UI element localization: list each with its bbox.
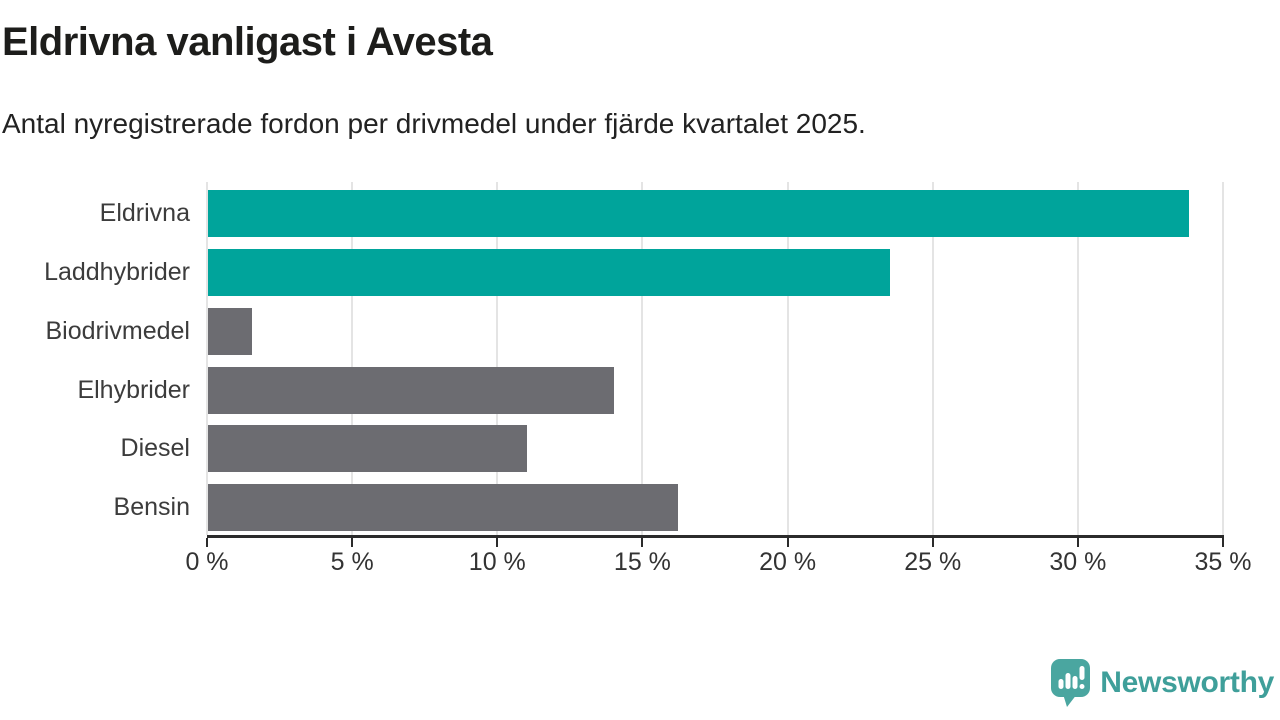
gridline-35 [1222, 182, 1224, 535]
x-tick-30 [1076, 538, 1079, 547]
gridline-30 [1076, 182, 1079, 535]
gridline-25 [931, 182, 934, 535]
x-tick-label-35: 35 % [1194, 548, 1252, 576]
brand-name: Newsworthy [1100, 666, 1274, 699]
chart-subtitle: Antal nyregistrerade fordon per drivmede… [2, 108, 866, 139]
gridline-5 [351, 182, 354, 535]
gridline-10 [496, 182, 499, 535]
bar-eldrivna [208, 190, 1190, 237]
bar-bensin [208, 484, 679, 532]
x-tick-label-10: 10 % [468, 548, 526, 576]
chart-title: Eldrivna vanligast i Avesta [2, 20, 493, 64]
x-tick-label-5: 5 % [330, 548, 374, 576]
category-label-diesel: Diesel [120, 434, 190, 463]
gridline-20 [786, 182, 789, 535]
x-tick-0 [206, 538, 208, 547]
bar-elhybrider [208, 366, 615, 414]
x-tick-10 [496, 538, 499, 547]
x-tick-15 [641, 538, 644, 547]
category-label-elhybrider: Elhybrider [77, 375, 190, 404]
newsworthy-logo-icon [1051, 659, 1091, 707]
gridline-15 [641, 182, 644, 535]
category-label-eldrivna: Eldrivna [99, 199, 190, 227]
category-label-biodrivmedel: Biodrivmedel [45, 316, 190, 345]
bar-laddhybrider [208, 248, 891, 296]
category-label-laddhybrider: Laddhybrider [44, 257, 190, 286]
x-tick-20 [786, 538, 789, 547]
footer-brand: Newsworthy [1050, 658, 1274, 708]
speech-bubble-bar-chart-icon [1051, 659, 1091, 707]
x-tick-label-0: 0 % [185, 548, 229, 576]
x-axis-line [207, 535, 1224, 538]
x-tick-25 [931, 538, 934, 547]
x-tick-label-15: 15 % [613, 548, 671, 576]
bar-diesel [208, 425, 528, 473]
x-tick-35 [1222, 538, 1224, 547]
x-tick-5 [351, 538, 354, 547]
bar-biodrivmedel [208, 307, 252, 355]
plot-area [206, 182, 1224, 535]
x-tick-label-30: 30 % [1049, 548, 1107, 576]
bar-chart: Eldrivna Laddhybrider Biodrivmedel Elhybrid… [0, 182, 1280, 582]
x-tick-label-25: 25 % [904, 548, 962, 576]
category-labels: Eldrivna Laddhybrider Biodrivmedel Elhybrid… [0, 182, 190, 535]
category-label-bensin: Bensin [113, 493, 190, 522]
x-tick-label-20: 20 % [759, 548, 817, 576]
gridline-0 [206, 182, 208, 535]
